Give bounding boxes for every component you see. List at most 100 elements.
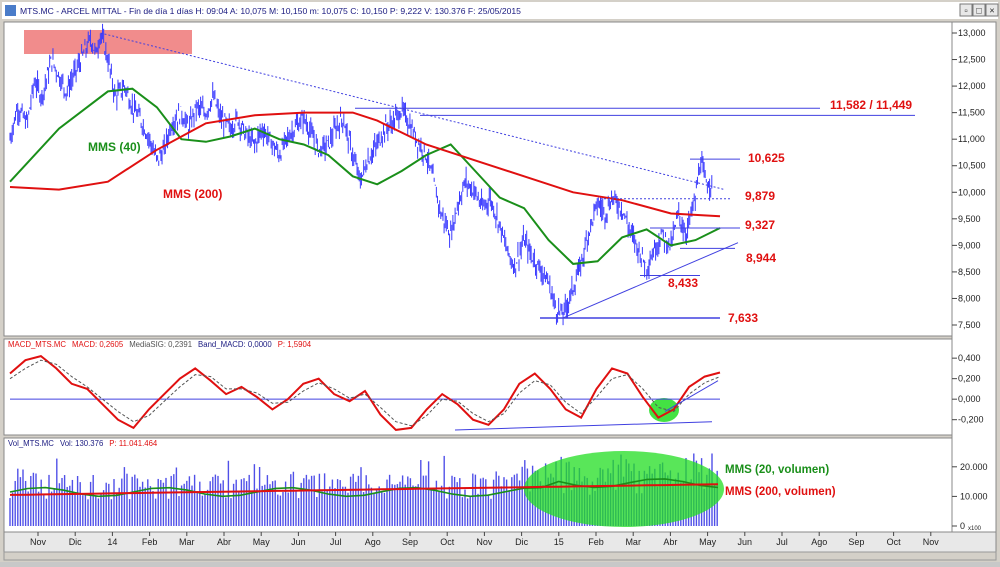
x-axis-ticks: Nov Dic 14 Feb Mar Abr May Jun Jul Ago Sep Oct Nov Di… — [30, 532, 939, 547]
price-tick-label: 10,000 — [958, 187, 986, 197]
macd-tick-label: -0,200 — [958, 415, 984, 425]
macd-header-item: MACD: 0,2605 — [72, 340, 124, 349]
macd-header-item: P: 1,5904 — [278, 340, 312, 349]
x-tick-label: Feb — [142, 537, 158, 547]
x-tick-label: Jul — [330, 537, 342, 547]
macd-header-item: MediaSIG: 0,2391 — [129, 340, 192, 349]
macd-tick-label: 0,400 — [958, 353, 981, 363]
top-highlight-box — [24, 30, 192, 54]
x-tick-label: May — [699, 537, 717, 547]
macd-header-item: MACD_MTS.MC — [8, 340, 66, 349]
x-tick-label: Nov — [30, 537, 47, 547]
level-9879-label: 9,879 — [745, 189, 775, 203]
macd-tick-label: 0,000 — [958, 394, 981, 404]
x-tick-label: May — [253, 537, 271, 547]
volume-header-item: P: 11.041.464 — [109, 439, 158, 448]
window-buttons: ▫ □ × — [959, 3, 999, 17]
volume-unit-label: x100 — [968, 526, 982, 532]
volume-tick-label: 10.000 — [960, 491, 988, 501]
price-tick-label: 8,000 — [958, 293, 981, 303]
price-tick-label: 10,500 — [958, 161, 986, 171]
price-tick-label: 12,500 — [958, 55, 986, 65]
mms200-line — [9, 111, 721, 218]
volume-averages: MMS (20, volumen) MMS (200, volumen) — [9, 464, 836, 498]
mms40-line — [9, 87, 721, 265]
price-axis: 7,500 8,000 8,500 9,000 9,500 10,000 10,500 11,… — [952, 28, 986, 330]
x-tick-label: 15 — [554, 537, 564, 547]
price-bars — [9, 23, 713, 326]
price-panel — [3, 21, 953, 337]
window-title: MTS.MC - ARCEL MITTAL - Fin de día 1 día… — [20, 6, 521, 16]
macd-panel — [3, 338, 953, 436]
volume-header: Vol_MTS.MC Vol: 130.376 P: 11.041.464 — [8, 439, 158, 448]
x-tick-label: Dic — [69, 537, 82, 547]
price-annotations: MMS (40) MMS (200) 11,582 / 11,449 10,625 9,… — [88, 32, 915, 325]
restore-icon: ▫ — [964, 6, 967, 16]
price-tick-label: 13,000 — [958, 28, 986, 38]
volume-mms200-line — [9, 483, 719, 496]
macd-support-line — [454, 421, 713, 431]
mms200-label: MMS (200) — [163, 187, 222, 201]
price-tick-label: 12,000 — [958, 81, 986, 91]
mms40-label: MMS (40) — [88, 140, 141, 154]
x-tick-label: Nov — [923, 537, 940, 547]
x-tick-label: 14 — [107, 537, 117, 547]
price-tick-label: 11,500 — [958, 108, 985, 118]
x-tick-label: Sep — [402, 537, 418, 547]
x-tick-label: Abr — [663, 537, 677, 547]
volume-header-item: Vol_MTS.MC — [8, 439, 54, 448]
volume-highlight-ellipse — [524, 451, 724, 527]
macd-lines — [9, 355, 721, 431]
volume-mms20-label: MMS (20, volumen) — [725, 464, 829, 476]
level-9327-label: 9,327 — [745, 218, 775, 232]
x-tick-label: Oct — [887, 537, 902, 547]
x-tick-label: Jun — [291, 537, 306, 547]
volume-axis: 0 10.000 20.000 x100 — [952, 462, 988, 532]
downtrend-line — [100, 32, 726, 191]
macd-header: MACD_MTS.MC MACD: 0,2605 MediaSIG: 0,2391 B… — [8, 340, 312, 349]
x-tick-label: Abr — [217, 537, 231, 547]
level-8944-label: 8,944 — [746, 251, 776, 265]
x-tick-label: Ago — [365, 537, 381, 547]
volume-header-item: Vol: 130.376 — [60, 439, 103, 448]
restore-button[interactable] — [959, 3, 973, 17]
macd-header-item: Band_MACD: 0,0000 — [198, 340, 272, 349]
price-tick-label: 11,000 — [958, 134, 985, 144]
close-icon: × — [989, 6, 994, 16]
volume-tick-label: 20.000 — [960, 462, 988, 472]
x-tick-label: Feb — [588, 537, 604, 547]
support-trend-line — [562, 242, 739, 319]
x-tick-label: Nov — [476, 537, 493, 547]
x-tick-label: Sep — [848, 537, 864, 547]
price-tick-label: 9,000 — [958, 240, 981, 250]
macd-tick-label: 0,200 — [958, 374, 981, 384]
macd-line — [9, 355, 721, 431]
x-tick-label: Ago — [811, 537, 827, 547]
price-tick-label: 8,500 — [958, 267, 981, 277]
volume-tick-label: 0 — [960, 521, 965, 531]
app-icon — [5, 5, 16, 16]
title-bar — [2, 2, 998, 19]
x-tick-label: Dic — [515, 537, 528, 547]
price-tick-label: 7,500 — [958, 320, 981, 330]
x-tick-label: Jul — [776, 537, 788, 547]
macd-axis: -0,200 0,000 0,200 0,400 — [952, 353, 984, 425]
x-tick-label: Mar — [179, 537, 195, 547]
price-tick-label: 9,500 — [958, 214, 981, 224]
x-tick-label: Jun — [738, 537, 753, 547]
volume-mms200-label: MMS (200, volumen) — [725, 486, 836, 498]
x-tick-label: Mar — [625, 537, 641, 547]
x-tick-label: Oct — [440, 537, 455, 547]
close-button[interactable] — [985, 3, 999, 17]
low-label: 7,633 — [728, 311, 758, 325]
maximize-icon: □ — [976, 6, 982, 16]
horizontal-scrollbar[interactable] — [3, 551, 997, 561]
level-8433-label: 8,433 — [668, 276, 698, 290]
high-label: 10,625 — [748, 151, 785, 165]
signal-line — [9, 359, 721, 427]
maximize-button[interactable] — [972, 3, 986, 17]
y-axis-strip — [951, 21, 997, 533]
macd-uptrend-line — [664, 380, 719, 412]
